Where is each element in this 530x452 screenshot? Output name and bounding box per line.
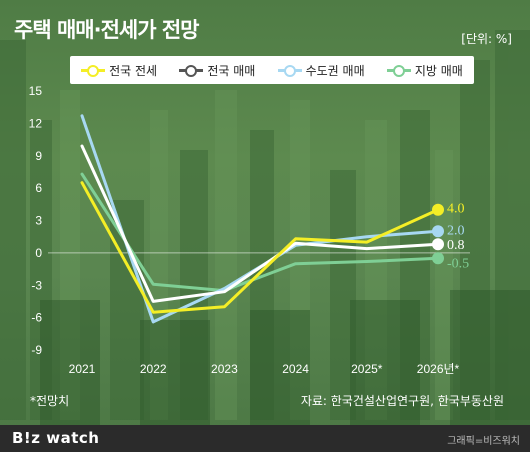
legend-item-regional-sale: 지방 매매 [386, 62, 463, 79]
series-line [80, 114, 440, 324]
y-tick-label: 15 [29, 84, 43, 98]
x-tick-label: 2023 [211, 362, 238, 376]
series-end-point [432, 238, 444, 251]
y-tick-label: -9 [31, 343, 42, 357]
bottom-bar: B!z watch 그래픽=비즈워치 [0, 425, 530, 452]
x-tick-label: 2022 [140, 362, 167, 376]
x-tick-label: 2025* [351, 362, 383, 376]
series-end-point [432, 252, 444, 265]
legend-swatch-regional-sale [386, 65, 411, 77]
y-tick-label: -3 [31, 278, 42, 292]
y-tick-label: 0 [35, 246, 42, 260]
series-end-label: 0.8 [447, 238, 465, 253]
series-line [80, 144, 440, 303]
brand-logo: B!z watch [12, 429, 100, 447]
unit-label: [단위: %] [461, 32, 512, 46]
y-tick-label: 12 [29, 116, 43, 130]
series-end-label: 2.0 [447, 223, 465, 238]
series-end-point [432, 203, 444, 216]
y-tick-label: -6 [31, 311, 42, 325]
legend-label: 수도권 매매 [305, 63, 365, 78]
series-line [80, 172, 440, 293]
legend-item-national-jeonse: 전국 전세 [81, 62, 157, 79]
chart-legend: 전국 전세 전국 매매 수도권 매매 지방 매매 [70, 56, 474, 84]
legend-swatch-capital-sale [277, 65, 302, 77]
source-note: 자료: 한국건설산업연구원, 한국부동산원 [300, 394, 504, 408]
footnote: *전망치 [30, 394, 70, 408]
legend-item-capital-sale: 수도권 매매 [277, 62, 365, 79]
chart-title: 주택 매매·전세가 전망 [14, 18, 199, 42]
legend-item-national-sale: 전국 매매 [179, 62, 255, 79]
y-tick-label: 9 [35, 149, 42, 163]
legend-label: 전국 매매 [207, 63, 256, 78]
y-tick-label: 6 [35, 181, 42, 195]
legend-label: 전국 전세 [109, 63, 158, 78]
series-end-label: 4.0 [447, 202, 465, 217]
x-tick-label: 2021 [69, 362, 96, 376]
series-line [80, 181, 440, 314]
graphic-credit: 그래픽=비즈워치 [447, 436, 520, 447]
legend-swatch-national-jeonse [81, 65, 106, 77]
legend-swatch-national-sale [179, 65, 204, 77]
x-tick-label: 2024 [282, 362, 309, 376]
y-tick-label: 3 [35, 214, 42, 228]
series-end-point [432, 225, 444, 238]
x-tick-label: 2026년* [417, 362, 460, 376]
legend-label: 지방 매매 [414, 63, 463, 78]
series-end-label: -0.5 [447, 256, 469, 271]
